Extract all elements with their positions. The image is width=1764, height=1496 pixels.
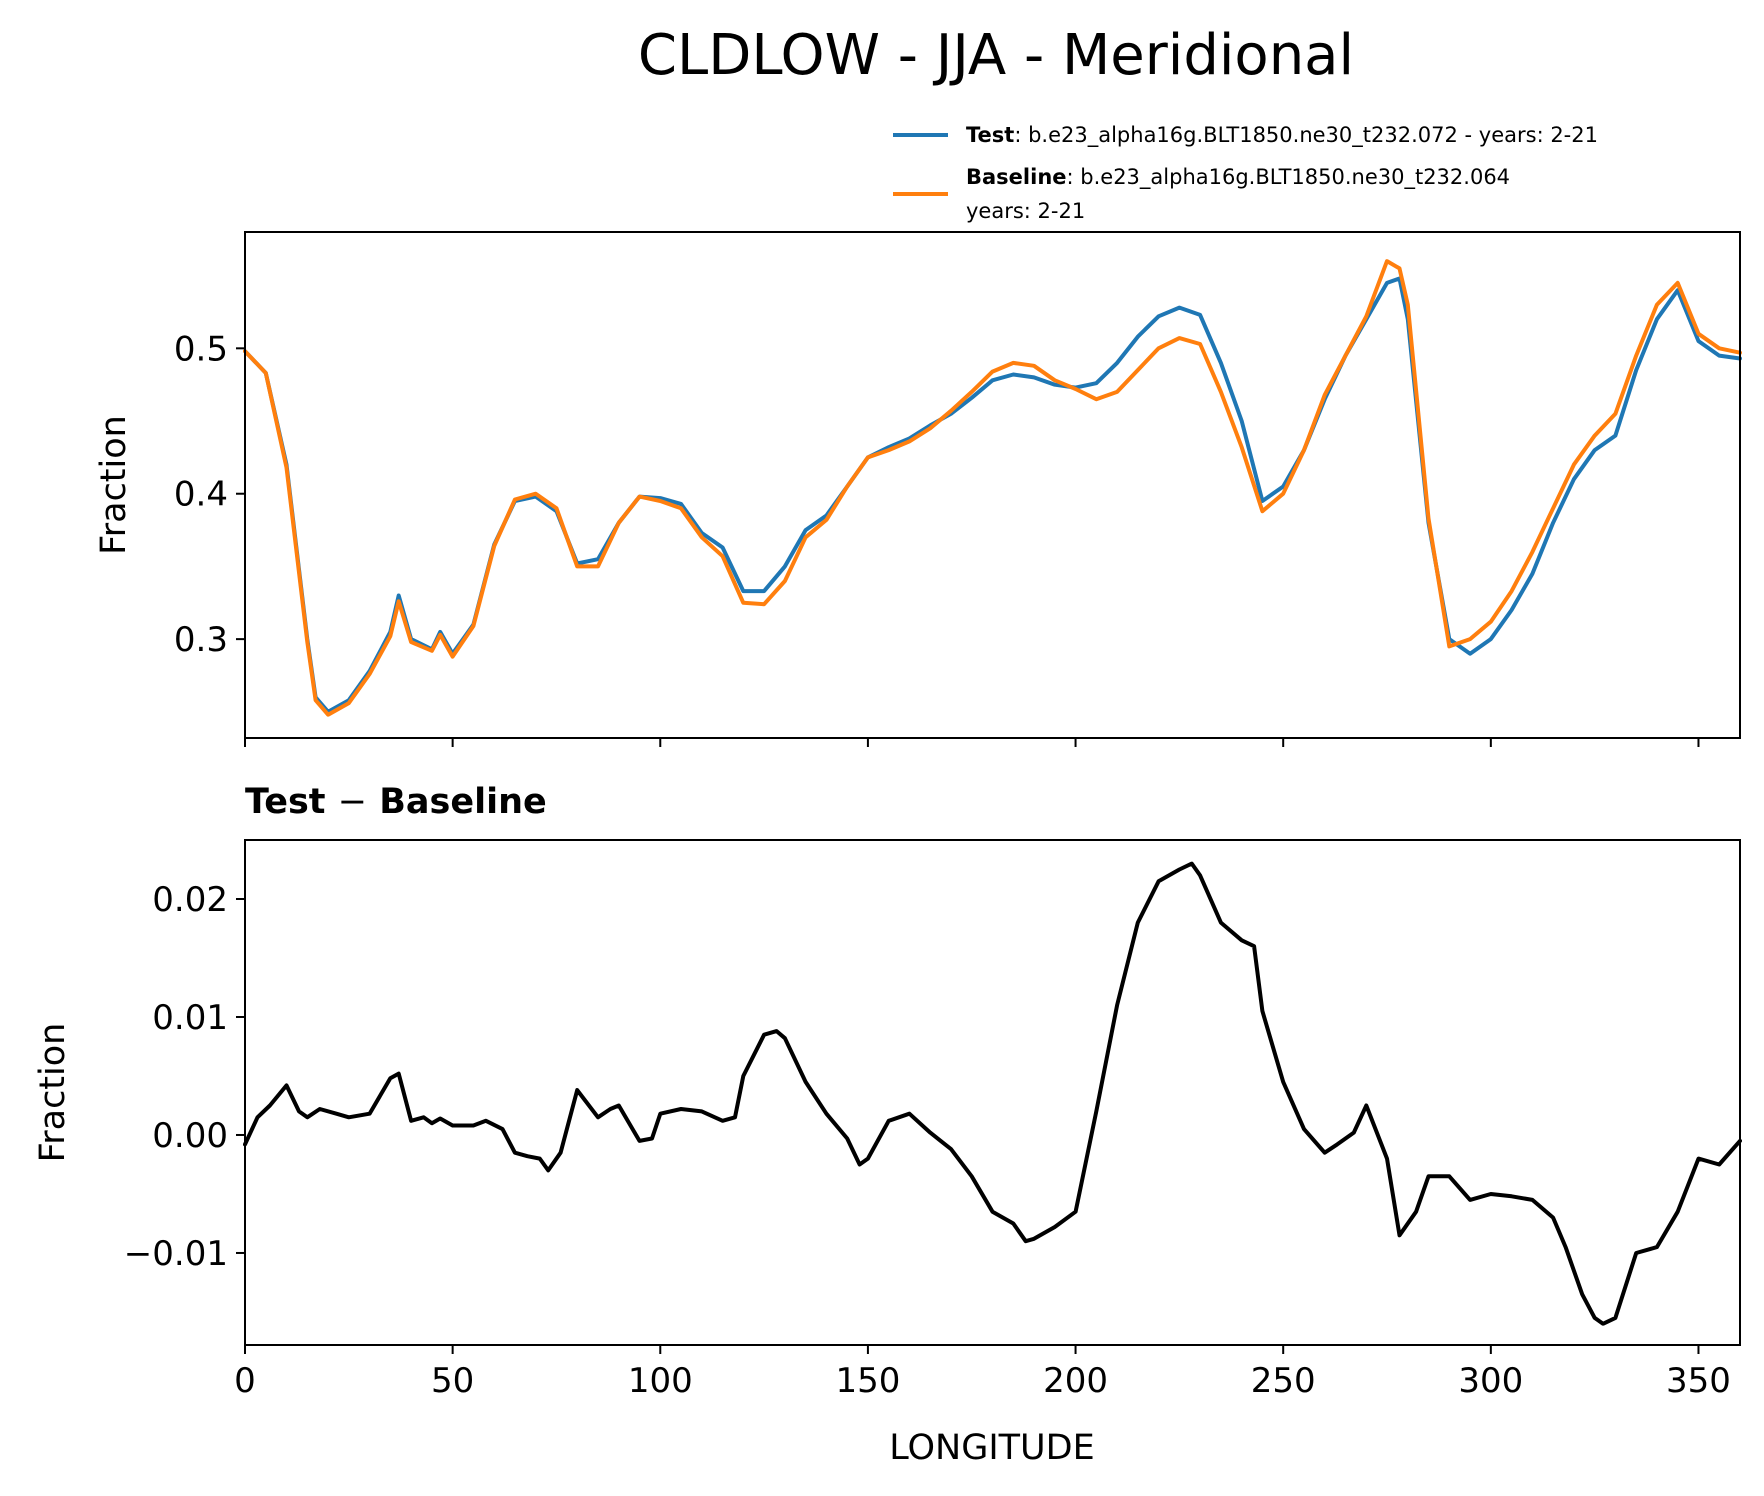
legend-baseline-bold: Baseline <box>966 165 1067 189</box>
legend-baseline-rest: : b.e23_alpha16g.BLT1850.ne30_t232.064 <box>1067 165 1511 190</box>
diff-x-tick-label: 350 <box>1666 1361 1731 1401</box>
top-y-tick-label: 0.4 <box>174 475 228 515</box>
diff-title-minus: − <box>338 782 367 822</box>
diff-axes-frame <box>244 839 1741 1346</box>
diff-panel-title: Test − Baseline <box>245 782 547 822</box>
diff-x-tick-label: 300 <box>1458 1361 1523 1401</box>
diff-series-test-baseline <box>245 864 1740 1324</box>
figure-title: CLDLOW - JJA - Meridional <box>638 23 1354 88</box>
top-y-tick-label: 0.3 <box>174 620 228 660</box>
diff-x-tick-label: 0 <box>234 1361 256 1401</box>
top-y-tick-label: 0.5 <box>174 329 228 369</box>
top-axes-frame <box>244 231 1741 739</box>
diff-y-tick-label: 0.02 <box>152 880 228 920</box>
diff-x-tick-label: 100 <box>628 1361 693 1401</box>
diff-x-tick-label: 200 <box>1043 1361 1108 1401</box>
legend-test-label: Test: b.e23_alpha16g.BLT1850.ne30_t232.0… <box>966 123 1598 148</box>
diff-y-axis-label: Fraction <box>33 1023 73 1163</box>
diff-title-test: Test <box>245 782 326 822</box>
top-panel: 0.3 0.4 0.5 Fraction <box>94 231 1741 747</box>
legend-test-rest: : b.e23_alpha16g.BLT1850.ne30_t232.072 -… <box>1014 123 1598 148</box>
diff-y-tick-label: 0.01 <box>152 998 228 1038</box>
top-y-axis-label: Fraction <box>94 415 134 555</box>
diff-x-tick-label: 150 <box>835 1361 900 1401</box>
legend-baseline-label: Baseline: b.e23_alpha16g.BLT1850.ne30_t2… <box>966 165 1510 190</box>
diff-title-baseline: Baseline <box>379 782 547 822</box>
diff-x-tick-label: 50 <box>431 1361 474 1401</box>
bottom-panel: −0.01 0.00 0.01 0.02 0 50 100 150 200 250 300 350 Fr… <box>33 839 1741 1401</box>
legend-test-bold: Test <box>966 123 1014 147</box>
top-series-baseline <box>245 261 1740 715</box>
legend-baseline-line2: years: 2-21 <box>966 199 1085 223</box>
top-series-test <box>245 279 1740 712</box>
diff-y-tick-label: −0.01 <box>124 1234 228 1274</box>
x-axis-label: LONGITUDE <box>889 1428 1095 1468</box>
diff-y-tick-label: 0.00 <box>152 1116 228 1156</box>
diff-x-tick-label: 250 <box>1251 1361 1316 1401</box>
legend: Test: b.e23_alpha16g.BLT1850.ne30_t232.0… <box>893 123 1598 223</box>
